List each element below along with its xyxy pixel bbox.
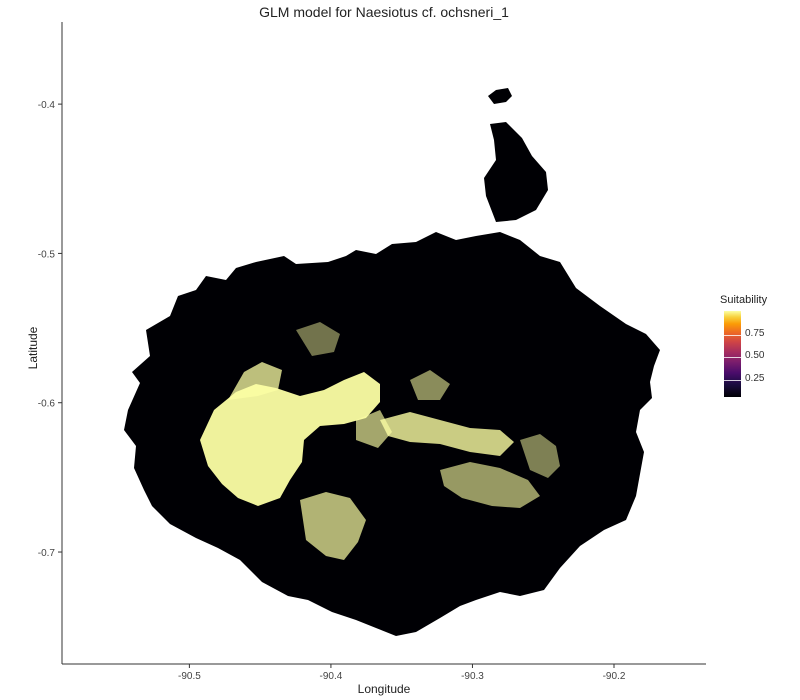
y-axis-label: Latitude <box>26 326 40 370</box>
x-axis-ticks: -90.5 -90.4 -90.3 -90.2 <box>178 664 626 682</box>
legend-label-high: 0.75 <box>745 328 765 339</box>
y-tick-label: -0.5 <box>38 249 56 260</box>
x-tick-label: -90.5 <box>178 671 201 682</box>
y-tick-label: -0.7 <box>38 548 56 559</box>
island-landmass <box>124 88 660 636</box>
legend-title: Suitability <box>720 294 768 306</box>
y-tick-label: -0.4 <box>38 100 56 111</box>
suitability-high-zones <box>200 322 560 560</box>
map-title: GLM model for Naesiotus cf. ochsneri_1 <box>259 4 509 20</box>
x-tick-label: -90.4 <box>320 671 343 682</box>
legend-tick-mark <box>724 357 741 358</box>
x-axis-label: Longitude <box>357 682 411 696</box>
legend-tick-mark <box>724 335 741 336</box>
x-tick-label: -90.2 <box>603 671 626 682</box>
legend-label-mid: 0.50 <box>745 350 765 361</box>
legend-colorbar <box>724 311 741 397</box>
x-tick-label: -90.3 <box>461 671 484 682</box>
y-tick-label: -0.6 <box>38 399 56 410</box>
axes <box>61 22 706 665</box>
color-legend: Suitability 0.75 0.50 0.25 <box>720 294 800 397</box>
legend-label-low: 0.25 <box>745 373 765 384</box>
legend-tick-mark <box>724 380 741 381</box>
y-axis-ticks: -0.4 -0.5 -0.6 -0.7 <box>38 100 62 559</box>
